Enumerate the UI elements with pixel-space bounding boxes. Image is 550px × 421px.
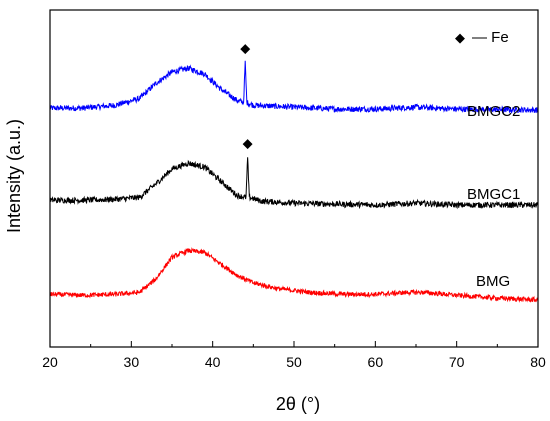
x-tick-label-60: 60 [368,354,384,370]
series-bmg-label: BMG [476,273,510,290]
x-axis-ticks: 20 30 40 50 60 70 80 [42,341,546,370]
x-tick-label-40: 40 [205,354,221,370]
legend-fe-marker: ◆ [455,30,465,45]
curves-layer [49,60,539,303]
x-tick-label-80: 80 [530,354,546,370]
series-bmgc1-line [49,157,539,210]
legend: ◆ — Fe [455,29,509,46]
series-bmgc1-label: BMGC1 [467,186,520,203]
series-labels-layer: BMGC2 BMGC1 BMG [467,103,520,290]
y-axis-label: Intensity (a.u.) [4,119,24,233]
x-axis-label: 2θ (°) [276,394,320,414]
x-tick-label-30: 30 [124,354,140,370]
peak-markers-layer: ◆◆ [240,41,252,151]
series-bmgc2-line [49,60,539,114]
x-tick-label-50: 50 [286,354,302,370]
series-bmg-line [49,247,539,303]
x-tick-label-20: 20 [42,354,58,370]
peak-marker-bmgc2: ◆ [240,41,250,56]
series-bmgc2-label: BMGC2 [467,103,520,120]
peak-marker-bmgc1: ◆ [243,136,253,151]
x-tick-label-70: 70 [449,354,465,370]
legend-fe-label: — Fe [472,29,509,46]
